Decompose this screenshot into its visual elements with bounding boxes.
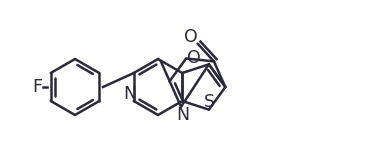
Text: F: F (32, 78, 42, 96)
Text: S: S (203, 93, 214, 111)
Text: O: O (184, 27, 198, 45)
Text: O: O (187, 50, 201, 68)
Text: N: N (176, 106, 190, 124)
Text: N: N (123, 85, 136, 103)
